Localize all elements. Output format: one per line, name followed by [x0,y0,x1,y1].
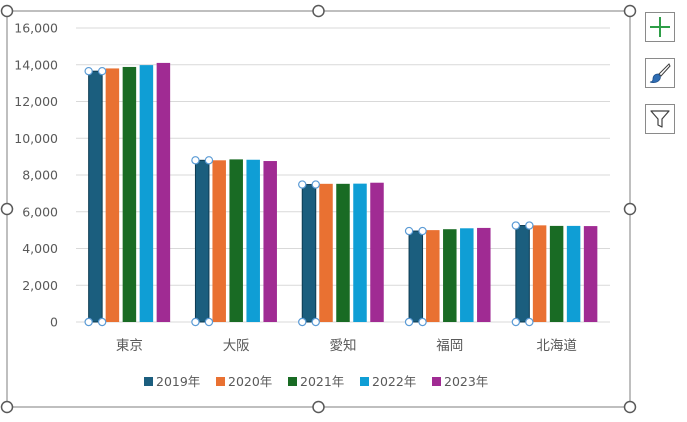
bar-3-5[interactable]: 2021年 北海道: 5230 [549,225,564,322]
series-selection-handle[interactable] [418,317,427,327]
resize-handle[interactable] [0,202,14,216]
resize-handle[interactable] [623,400,637,414]
bar-series-group[interactable]: 2019年 東京: 136502020年 東京: 138002021年 東京: … [88,62,598,323]
x-axis-category-labels: 東京 大阪 愛知 福岡 北海道 [116,337,577,354]
series-selection-handle[interactable] [97,317,107,327]
legend-label[interactable]: 2020年 [228,374,272,389]
x-category-label: 東京 [116,338,143,354]
series-selection-handle[interactable] [404,317,414,327]
bar-1-5[interactable]: 2019年 北海道: 5250 [515,225,530,323]
series-selection-handle[interactable] [418,226,427,236]
y-tick-label: 8,000 [22,168,58,183]
legend-label[interactable]: 2023年 [444,374,488,389]
bar-2-3[interactable]: 2020年 愛知: 7520 [319,183,333,322]
bar-4-2[interactable]: 2022年 大阪: 8830 [246,159,260,322]
bar-1-1[interactable]: 2019年 東京: 13650 [88,70,103,323]
y-tick-label: 10,000 [14,131,58,146]
bar-1-4[interactable]: 2019年 福岡: 4950 [408,230,424,323]
bar-5-2[interactable]: 2023年 大阪: 8760 [263,161,277,322]
bar-1-2[interactable]: 2019年 大阪: 8800 [194,159,210,323]
bar-5-4[interactable]: 2023年 福岡: 5120 [477,227,491,322]
y-tick-label: 16,000 [14,21,58,36]
series-selection-handle[interactable] [191,156,200,165]
series-selection-handle[interactable] [404,226,414,236]
resize-handle[interactable] [0,4,14,18]
series-selection-handle[interactable] [191,317,200,327]
series-selection-handles[interactable] [84,66,534,327]
bar-2-1[interactable]: 2020年 東京: 13800 [105,68,120,322]
bar-3-4[interactable]: 2021年 福岡: 5050 [443,229,457,322]
resize-handle[interactable] [312,4,325,18]
legend-label[interactable]: 2021年 [300,374,344,389]
series-selection-handle[interactable] [84,66,93,76]
bar-5-3[interactable]: 2023年 愛知: 7580 [370,182,384,322]
legend-swatch[interactable] [360,377,369,386]
series-selection-handle[interactable] [84,317,93,327]
resize-handle[interactable] [623,202,637,216]
y-tick-label: 0 [50,315,58,330]
series-selection-handle[interactable] [298,317,307,327]
chart-elements-button[interactable] [645,12,675,42]
series-selection-handle[interactable] [311,317,320,327]
brush-icon [649,63,671,83]
y-tick-label: 6,000 [22,204,58,219]
legend-swatch[interactable] [432,377,441,386]
x-category-label: 北海道 [536,338,577,354]
y-tick-label: 4,000 [22,241,58,256]
filter-icon [650,110,670,128]
resize-handle[interactable] [312,400,325,414]
legend-swatch[interactable] [216,377,225,386]
resize-handle[interactable] [623,4,637,18]
series-selection-handle[interactable] [97,66,107,76]
series-selection-handle[interactable] [525,317,534,327]
bar-3-2[interactable]: 2021年 大阪: 8850 [229,159,243,322]
series-selection-handle[interactable] [298,180,307,189]
bar-5-1[interactable]: 2023年 東京: 14100 [156,62,171,322]
bar-2-4[interactable]: 2020年 福岡: 5000 [426,230,440,322]
bar-3-3[interactable]: 2021年 愛知: 7520 [336,183,350,322]
series-selection-handle[interactable] [311,180,320,189]
y-tick-label: 2,000 [22,278,58,293]
chart-frame[interactable] [0,4,637,414]
x-category-label: 愛知 [330,337,357,354]
bar-3-1[interactable]: 2021年 東京: 13880 [122,66,137,322]
y-axis-tick-labels: 0 2,000 4,000 6,000 8,000 10,000 12,000 14,000 1… [14,21,58,330]
legend-label[interactable]: 2022年 [372,374,416,389]
x-category-label: 福岡 [436,338,463,354]
bar-2-5[interactable]: 2020年 北海道: 5260 [532,225,547,322]
series-selection-handle[interactable] [511,317,521,327]
series-selection-handle[interactable] [525,221,534,230]
legend-swatch[interactable] [144,377,153,386]
series-selection-handle[interactable] [511,221,521,230]
legend[interactable]: 2019年 2020年 2021年 2022年 2023年 [144,374,488,389]
bar-2-2[interactable]: 2020年 大阪: 8800 [212,160,226,322]
legend-label[interactable]: 2019年 [156,374,200,389]
series-selection-handle[interactable] [204,156,214,165]
y-tick-label: 14,000 [14,57,58,72]
legend-swatch[interactable] [288,377,297,386]
series-selection-handle[interactable] [204,317,214,327]
x-category-label: 大阪 [223,338,250,354]
plus-icon [650,17,670,37]
resize-handle[interactable] [0,400,14,414]
y-tick-label: 12,000 [14,94,58,109]
bar-5-5[interactable]: 2023年 北海道: 5220 [583,226,598,322]
bar-4-4[interactable]: 2022年 福岡: 5100 [460,228,474,322]
bar-4-5[interactable]: 2022年 北海道: 5230 [566,225,581,322]
bar-4-1[interactable]: 2022年 東京: 13980 [139,65,154,323]
chart-filters-button[interactable] [645,104,675,134]
chart-styles-button[interactable] [645,58,675,88]
bar-1-3[interactable]: 2019年 愛知: 7480 [301,184,317,323]
bar-4-3[interactable]: 2022年 愛知: 7530 [353,183,367,322]
